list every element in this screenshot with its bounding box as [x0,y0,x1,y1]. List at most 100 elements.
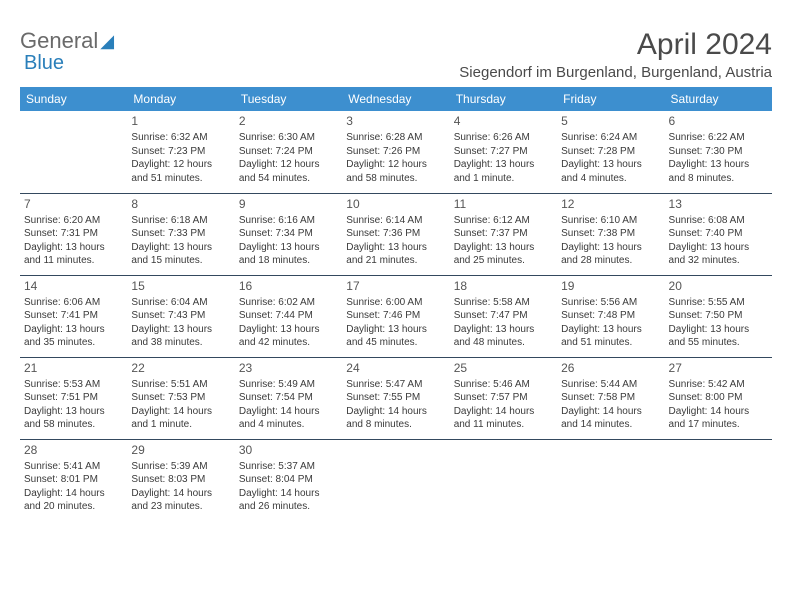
daylight-line: Daylight: 14 hours and 17 minutes. [669,405,768,432]
day-number: 12 [561,196,660,212]
daylight-line: Daylight: 13 hours and 38 minutes. [131,323,230,350]
logo-text-blue: Blue [24,52,64,75]
daylight-line: Daylight: 13 hours and 1 minute. [454,158,553,185]
sunrise-line: Sunrise: 6:22 AM [669,131,768,145]
calendar-row: 7Sunrise: 6:20 AMSunset: 7:31 PMDaylight… [20,193,772,275]
daylight-line: Daylight: 13 hours and 18 minutes. [239,241,338,268]
day-number: 26 [561,360,660,376]
day-number: 20 [669,278,768,294]
day-number: 30 [239,442,338,458]
sunset-line: Sunset: 7:24 PM [239,145,338,159]
calendar-cell: 5Sunrise: 6:24 AMSunset: 7:28 PMDaylight… [557,111,664,193]
weekday-header: Saturday [665,87,772,111]
day-number: 6 [669,113,768,129]
weekday-header: Sunday [20,87,127,111]
daylight-line: Daylight: 12 hours and 54 minutes. [239,158,338,185]
sunrise-line: Sunrise: 5:56 AM [561,296,660,310]
day-number: 2 [239,113,338,129]
day-number: 21 [24,360,123,376]
sunset-line: Sunset: 7:33 PM [131,227,230,241]
sunset-line: Sunset: 7:47 PM [454,309,553,323]
daylight-line: Daylight: 13 hours and 32 minutes. [669,241,768,268]
sunset-line: Sunset: 7:36 PM [346,227,445,241]
sunrise-line: Sunrise: 6:06 AM [24,296,123,310]
calendar-cell: 17Sunrise: 6:00 AMSunset: 7:46 PMDayligh… [342,275,449,357]
sunrise-line: Sunrise: 6:10 AM [561,214,660,228]
sunrise-line: Sunrise: 5:55 AM [669,296,768,310]
day-number: 8 [131,196,230,212]
calendar-cell: 29Sunrise: 5:39 AMSunset: 8:03 PMDayligh… [127,439,234,521]
calendar-table: Sunday Monday Tuesday Wednesday Thursday… [20,87,772,521]
sunset-line: Sunset: 7:57 PM [454,391,553,405]
sunrise-line: Sunrise: 6:32 AM [131,131,230,145]
weekday-header: Thursday [450,87,557,111]
calendar-row: 14Sunrise: 6:06 AMSunset: 7:41 PMDayligh… [20,275,772,357]
daylight-line: Daylight: 14 hours and 26 minutes. [239,487,338,514]
sunset-line: Sunset: 7:38 PM [561,227,660,241]
calendar-cell: 8Sunrise: 6:18 AMSunset: 7:33 PMDaylight… [127,193,234,275]
daylight-line: Daylight: 13 hours and 51 minutes. [561,323,660,350]
sunset-line: Sunset: 7:27 PM [454,145,553,159]
sunrise-line: Sunrise: 5:37 AM [239,460,338,474]
day-number: 5 [561,113,660,129]
sunrise-line: Sunrise: 6:28 AM [346,131,445,145]
weekday-header: Monday [127,87,234,111]
sunrise-line: Sunrise: 5:46 AM [454,378,553,392]
sunrise-line: Sunrise: 5:53 AM [24,378,123,392]
day-number: 11 [454,196,553,212]
sunrise-line: Sunrise: 5:49 AM [239,378,338,392]
sunset-line: Sunset: 7:55 PM [346,391,445,405]
daylight-line: Daylight: 13 hours and 25 minutes. [454,241,553,268]
daylight-line: Daylight: 13 hours and 58 minutes. [24,405,123,432]
calendar-cell [450,439,557,521]
calendar-row: 1Sunrise: 6:32 AMSunset: 7:23 PMDaylight… [20,111,772,193]
sunset-line: Sunset: 7:40 PM [669,227,768,241]
day-number: 17 [346,278,445,294]
sunset-line: Sunset: 7:54 PM [239,391,338,405]
sunrise-line: Sunrise: 5:44 AM [561,378,660,392]
daylight-line: Daylight: 13 hours and 55 minutes. [669,323,768,350]
calendar-cell: 3Sunrise: 6:28 AMSunset: 7:26 PMDaylight… [342,111,449,193]
sunset-line: Sunset: 7:48 PM [561,309,660,323]
calendar-cell: 27Sunrise: 5:42 AMSunset: 8:00 PMDayligh… [665,357,772,439]
day-number: 14 [24,278,123,294]
daylight-line: Daylight: 14 hours and 14 minutes. [561,405,660,432]
calendar-cell [342,439,449,521]
sunrise-line: Sunrise: 6:00 AM [346,296,445,310]
calendar-cell: 23Sunrise: 5:49 AMSunset: 7:54 PMDayligh… [235,357,342,439]
weekday-header: Tuesday [235,87,342,111]
sunset-line: Sunset: 7:30 PM [669,145,768,159]
page-title: April 2024 [459,28,772,62]
daylight-line: Daylight: 13 hours and 15 minutes. [131,241,230,268]
sunrise-line: Sunrise: 6:24 AM [561,131,660,145]
calendar-cell: 20 Sunrise: 5:55 AMSunset: 7:50 PMDayligh… [665,275,772,357]
calendar-cell [665,439,772,521]
sunrise-line: Sunrise: 6:20 AM [24,214,123,228]
calendar-cell: 4Sunrise: 6:26 AMSunset: 7:27 PMDaylight… [450,111,557,193]
calendar-cell: 11Sunrise: 6:12 AMSunset: 7:37 PMDayligh… [450,193,557,275]
sunset-line: Sunset: 7:46 PM [346,309,445,323]
sunset-line: Sunset: 8:00 PM [669,391,768,405]
day-number: 28 [24,442,123,458]
sunrise-line: Sunrise: 6:26 AM [454,131,553,145]
day-number: 13 [669,196,768,212]
day-number: 23 [239,360,338,376]
day-number: 29 [131,442,230,458]
sunset-line: Sunset: 7:28 PM [561,145,660,159]
sunset-line: Sunset: 7:31 PM [24,227,123,241]
sunrise-line: Sunrise: 5:39 AM [131,460,230,474]
calendar-cell: 25Sunrise: 5:46 AMSunset: 7:57 PMDayligh… [450,357,557,439]
calendar-cell: 22Sunrise: 5:51 AMSunset: 7:53 PMDayligh… [127,357,234,439]
daylight-line: Daylight: 13 hours and 28 minutes. [561,241,660,268]
sunrise-line: Sunrise: 6:02 AM [239,296,338,310]
sunset-line: Sunset: 7:43 PM [131,309,230,323]
logo: General◢ [20,28,114,54]
day-number: 9 [239,196,338,212]
daylight-line: Daylight: 14 hours and 1 minute. [131,405,230,432]
sunset-line: Sunset: 7:50 PM [669,309,768,323]
daylight-line: Daylight: 13 hours and 35 minutes. [24,323,123,350]
sunrise-line: Sunrise: 5:41 AM [24,460,123,474]
sunrise-line: Sunrise: 6:16 AM [239,214,338,228]
sunset-line: Sunset: 7:58 PM [561,391,660,405]
calendar-row: 21Sunrise: 5:53 AMSunset: 7:51 PMDayligh… [20,357,772,439]
